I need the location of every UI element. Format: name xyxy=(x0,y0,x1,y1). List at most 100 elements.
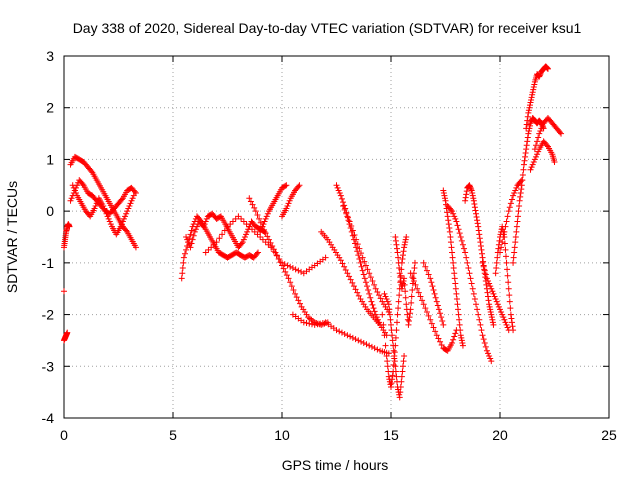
data-point xyxy=(459,342,466,349)
data-point xyxy=(479,259,486,266)
data-point xyxy=(354,241,361,248)
data-point xyxy=(340,202,347,209)
data-point xyxy=(446,228,453,235)
data-point xyxy=(508,319,515,326)
data-point xyxy=(92,202,99,209)
data-point xyxy=(508,315,515,322)
data-point xyxy=(470,290,477,297)
data-point xyxy=(259,223,266,230)
data-point xyxy=(314,321,321,328)
series-trace-17 xyxy=(379,234,410,390)
data-point xyxy=(419,297,426,304)
data-point xyxy=(440,190,447,197)
data-point xyxy=(269,243,276,250)
data-point xyxy=(505,208,512,215)
data-point xyxy=(504,213,511,220)
data-point xyxy=(423,308,430,315)
data-point xyxy=(256,215,263,222)
data-point xyxy=(366,270,373,277)
data-point xyxy=(476,231,483,238)
data-point xyxy=(347,333,354,340)
data-point xyxy=(510,254,517,261)
data-point xyxy=(462,194,469,201)
data-point xyxy=(359,267,366,274)
data-point xyxy=(364,266,371,273)
data-point xyxy=(389,332,396,339)
data-point xyxy=(68,195,75,202)
data-point xyxy=(453,218,460,225)
data-point xyxy=(389,337,396,344)
data-point xyxy=(397,279,404,286)
data-point xyxy=(489,319,496,326)
data-point xyxy=(506,292,513,299)
data-point xyxy=(396,265,403,272)
x-tick-label: 20 xyxy=(492,427,508,443)
data-point xyxy=(341,202,348,209)
data-point xyxy=(200,223,207,230)
data-point xyxy=(430,287,437,294)
data-point xyxy=(292,266,299,273)
data-point xyxy=(184,236,191,243)
data-point xyxy=(401,275,408,282)
data-point xyxy=(492,270,499,277)
data-point xyxy=(501,316,508,323)
data-point xyxy=(122,213,129,220)
data-point xyxy=(188,227,195,234)
data-point xyxy=(520,161,527,168)
data-point xyxy=(527,99,534,106)
data-point xyxy=(524,113,531,120)
data-point xyxy=(368,343,375,350)
y-tick-label: -1 xyxy=(42,255,55,271)
data-point xyxy=(497,249,503,256)
data-point xyxy=(227,221,234,228)
data-point xyxy=(437,310,444,317)
data-point xyxy=(458,334,465,341)
data-point xyxy=(499,311,506,318)
data-point xyxy=(347,276,354,283)
data-point xyxy=(485,350,492,357)
data-point xyxy=(405,318,412,325)
data-point xyxy=(88,168,95,175)
data-point xyxy=(397,274,404,281)
data-point xyxy=(366,290,373,297)
data-point xyxy=(466,182,473,189)
data-point xyxy=(408,293,415,300)
data-point xyxy=(238,215,245,222)
data-point xyxy=(408,299,415,306)
data-point xyxy=(348,223,355,230)
data-point xyxy=(490,321,497,328)
data-point xyxy=(120,215,127,222)
data-point xyxy=(130,192,137,199)
data-point xyxy=(536,130,543,137)
data-point xyxy=(495,303,502,310)
data-point xyxy=(353,244,360,251)
data-point xyxy=(235,213,242,220)
data-point xyxy=(508,196,515,203)
data-point xyxy=(461,245,468,252)
data-point xyxy=(191,228,198,235)
data-point xyxy=(303,319,310,326)
data-point xyxy=(372,311,379,318)
data-point xyxy=(455,311,462,318)
data-point xyxy=(401,352,408,359)
data-point xyxy=(471,296,478,303)
data-point xyxy=(462,249,469,256)
data-point xyxy=(238,240,245,247)
data-point xyxy=(530,159,537,166)
data-point xyxy=(502,253,509,260)
data-point xyxy=(399,368,406,375)
data-point xyxy=(485,297,492,304)
data-point xyxy=(251,204,258,211)
data-point xyxy=(502,319,509,326)
data-point xyxy=(459,241,466,248)
data-point xyxy=(529,91,536,98)
data-point xyxy=(180,254,187,261)
data-point xyxy=(500,231,507,238)
data-point xyxy=(353,236,360,243)
data-point xyxy=(507,200,514,207)
data-point xyxy=(407,270,414,277)
data-point xyxy=(333,327,340,334)
data-point xyxy=(505,279,512,286)
data-point xyxy=(260,221,267,228)
data-point xyxy=(493,259,500,266)
